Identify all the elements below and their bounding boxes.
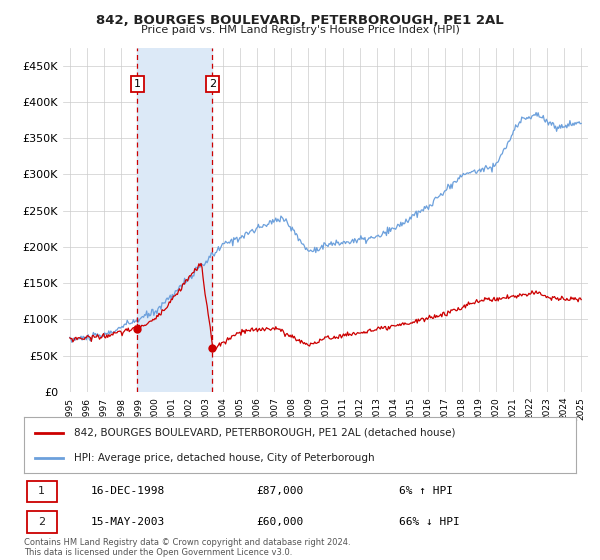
- Text: HPI: Average price, detached house, City of Peterborough: HPI: Average price, detached house, City…: [74, 452, 374, 463]
- Text: 2: 2: [38, 517, 45, 527]
- Text: 16-DEC-1998: 16-DEC-1998: [90, 487, 164, 496]
- Text: 1: 1: [134, 79, 141, 89]
- Text: 1: 1: [38, 487, 45, 496]
- Text: 15-MAY-2003: 15-MAY-2003: [90, 517, 164, 527]
- Text: £60,000: £60,000: [256, 517, 303, 527]
- Text: 6% ↑ HPI: 6% ↑ HPI: [400, 487, 454, 496]
- Text: Contains HM Land Registry data © Crown copyright and database right 2024.
This d: Contains HM Land Registry data © Crown c…: [24, 538, 350, 557]
- Text: £87,000: £87,000: [256, 487, 303, 496]
- Text: 842, BOURGES BOULEVARD, PETERBOROUGH, PE1 2AL: 842, BOURGES BOULEVARD, PETERBOROUGH, PE…: [96, 14, 504, 27]
- Text: 2: 2: [209, 79, 216, 89]
- Bar: [137, 48, 212, 392]
- Text: 842, BOURGES BOULEVARD, PETERBOROUGH, PE1 2AL (detached house): 842, BOURGES BOULEVARD, PETERBOROUGH, PE…: [74, 428, 455, 438]
- Text: Price paid vs. HM Land Registry's House Price Index (HPI): Price paid vs. HM Land Registry's House …: [140, 25, 460, 35]
- FancyBboxPatch shape: [27, 480, 57, 502]
- FancyBboxPatch shape: [27, 511, 57, 533]
- Text: 66% ↓ HPI: 66% ↓ HPI: [400, 517, 460, 527]
